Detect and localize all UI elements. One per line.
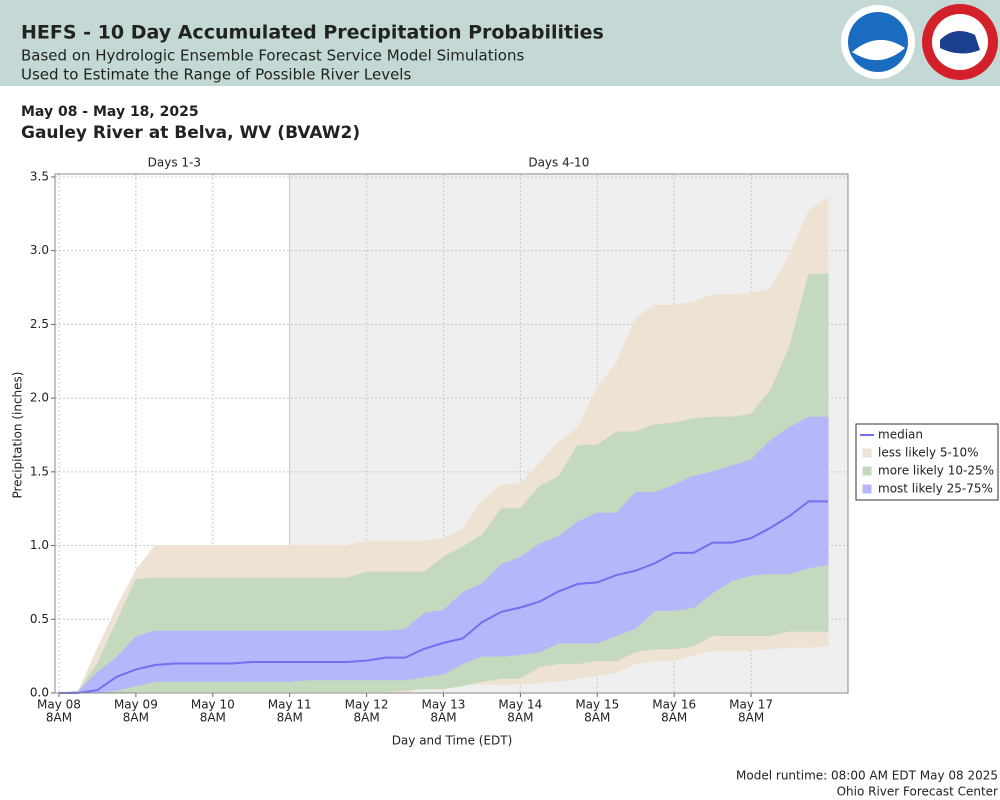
legend-label: median: [878, 428, 923, 442]
region-label: Days 1-3: [148, 156, 201, 170]
y-tick-label: 1.0: [30, 538, 49, 552]
header-line: Used to Estimate the Range of Possible R…: [21, 66, 411, 84]
footer-line: Ohio River Forecast Center: [837, 785, 998, 799]
x-tick-label: May 11: [268, 698, 312, 712]
y-tick-label: 3.0: [30, 243, 49, 257]
noaa-logo: [841, 5, 915, 79]
x-tick-label: May 09: [114, 698, 158, 712]
x-tick-label: May 13: [422, 698, 466, 712]
legend-swatch: [862, 466, 872, 476]
y-tick-label: 1.5: [30, 464, 49, 478]
x-tick-label: 8AM: [507, 711, 533, 725]
x-tick-label: May 08: [37, 698, 81, 712]
x-tick-label: 8AM: [353, 711, 379, 725]
legend-swatch: [862, 484, 872, 494]
region-label: Days 4-10: [528, 156, 589, 170]
y-tick-label: 0.5: [30, 612, 49, 626]
x-tick-label: 8AM: [200, 711, 226, 725]
nws-logo: [922, 4, 998, 80]
x-tick-label: 8AM: [277, 711, 303, 725]
logo-bird: [852, 39, 905, 61]
x-axis-label: Day and Time (EDT): [392, 734, 513, 748]
chart-title: Gauley River at Belva, WV (BVAW2): [21, 123, 360, 143]
y-tick-label: 0.0: [30, 686, 49, 700]
header-title: HEFS - 10 Day Accumulated Precipitation …: [21, 22, 604, 44]
x-tick-label: May 10: [191, 698, 235, 712]
y-tick-label: 2.0: [30, 391, 49, 405]
x-tick-label: 8AM: [661, 711, 687, 725]
band-area: [58, 416, 829, 694]
y-tick-label: 3.5: [30, 169, 49, 183]
date-range: May 08 - May 18, 2025: [21, 104, 199, 120]
x-tick-label: May 15: [575, 698, 619, 712]
x-tick-label: 8AM: [738, 711, 764, 725]
legend-label: less likely 5-10%: [878, 446, 979, 460]
x-tick-label: 8AM: [430, 711, 456, 725]
x-tick-label: 8AM: [123, 711, 149, 725]
footer-line: Model runtime: 08:00 AM EDT May 08 2025: [736, 769, 998, 783]
median-line: [59, 500, 828, 694]
legend-label: most likely 25-75%: [878, 482, 993, 496]
x-tick-label: 8AM: [584, 711, 610, 725]
x-tick-label: May 12: [345, 698, 389, 712]
logo-cloud: [940, 31, 980, 54]
legend-box: [855, 423, 999, 501]
x-tick-label: May 17: [729, 698, 773, 712]
x-tick-label: May 14: [498, 698, 542, 712]
x-tick-label: 8AM: [46, 711, 72, 725]
header-line: Based on Hydrologic Ensemble Forecast Se…: [21, 47, 524, 65]
plot-frame: [54, 173, 849, 694]
legend-swatch: [862, 448, 872, 458]
x-tick-label: May 16: [652, 698, 696, 712]
legend-label: more likely 10-25%: [878, 464, 994, 478]
header-bg: [0, 0, 1000, 86]
y-axis-label: Precipitation (inches): [11, 372, 25, 499]
y-tick-label: 2.5: [30, 317, 49, 331]
